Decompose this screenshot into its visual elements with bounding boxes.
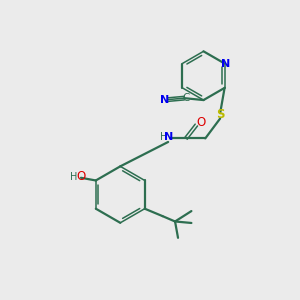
Text: N: N bbox=[164, 132, 174, 142]
Text: H: H bbox=[160, 132, 168, 142]
Text: N: N bbox=[221, 58, 231, 68]
Text: C: C bbox=[182, 92, 189, 103]
Text: O: O bbox=[196, 116, 206, 129]
Text: H: H bbox=[70, 172, 77, 182]
Text: S: S bbox=[216, 107, 224, 121]
Text: O: O bbox=[76, 170, 86, 183]
Text: N: N bbox=[160, 94, 169, 105]
